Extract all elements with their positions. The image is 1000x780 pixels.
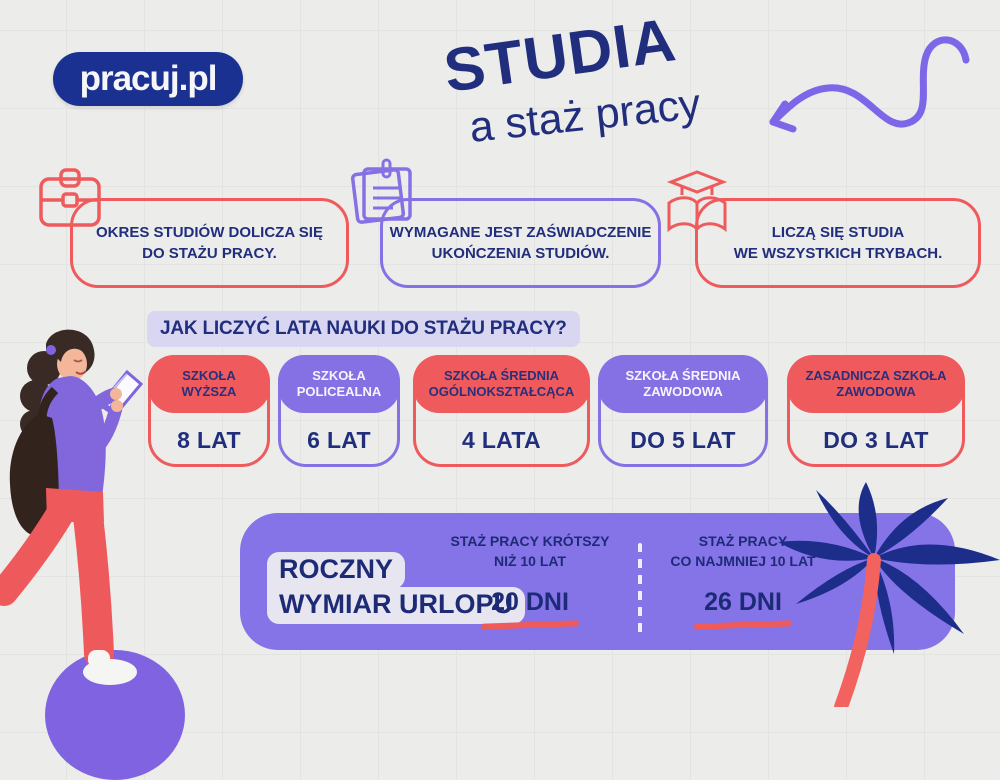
- pracuj-logo-text: pracuj.pl: [79, 59, 218, 98]
- card-zasadnicza-zawodowa: ZASADNICZA SZKOŁA ZAWODOWA DO 3 LAT: [787, 355, 965, 467]
- vacation-label-line: ROCZNY: [267, 552, 405, 589]
- red-underline: [480, 619, 580, 630]
- squiggle-arrow-icon: [769, 36, 970, 133]
- condition-line: STAŻ PRACY KRÓTSZY: [450, 533, 610, 549]
- section-heading: JAK LICZYĆ LATA NAUKI DO STAŻU PRACY?: [147, 311, 580, 347]
- card-duration: 6 LAT: [307, 426, 371, 453]
- vacation-label: ROCZNY WYMIAR URLOPU: [267, 552, 525, 624]
- fact-box-study-period: OKRES STUDIÓW DOLICZA SIĘ DO STAŻU PRACY…: [70, 198, 349, 288]
- card-name-line: POLICEALNA: [296, 384, 382, 399]
- card-szkola-policealna: SZKOŁA POLICEALNA 6 LAT: [278, 355, 400, 467]
- card-header: SZKOŁA WYŻSZA: [148, 355, 270, 413]
- fact-box-certificate: WYMAGANE JEST ZAŚWIADCZENIE UKOŃCZENIA S…: [380, 198, 661, 288]
- card-duration: DO 5 LAT: [630, 426, 736, 453]
- fact-text-line: WYMAGANE JEST ZAŚWIADCZENIE: [389, 224, 652, 241]
- vacation-label-line: WYMIAR URLOPU: [267, 586, 525, 624]
- student-reading-illustration: [0, 329, 144, 685]
- card-header: ZASADNICZA SZKOŁA ZAWODOWA: [787, 355, 965, 413]
- sticky-notes-icon: [350, 158, 412, 224]
- card-name-line: OGÓLNOKSZTAŁCĄCA: [428, 384, 575, 399]
- briefcase-icon: [39, 168, 101, 227]
- graduation-book-icon: [666, 170, 728, 233]
- days-value: 26 DNI: [704, 587, 782, 616]
- days-value: 20 DNI: [491, 587, 569, 616]
- card-name-line: SZKOŁA ŚREDNIA: [625, 367, 741, 383]
- card-srednia-zawodowa: SZKOŁA ŚREDNIA ZAWODOWA DO 5 LAT: [598, 355, 768, 467]
- dashed-divider: [638, 543, 642, 637]
- card-srednia-ogolnoksztalcaca: SZKOŁA ŚREDNIA OGÓLNOKSZTAŁCĄCA 4 LATA: [413, 355, 590, 467]
- card-szkola-wyzsza: SZKOŁA WYŻSZA 8 LAT: [148, 355, 270, 467]
- condition-line: NIŻ 10 LAT: [493, 553, 567, 570]
- card-duration: DO 3 LAT: [823, 426, 929, 453]
- fact-text-line: LICZĄ SIĘ STUDIA: [771, 224, 905, 241]
- card-header: SZKOŁA ŚREDNIA ZAWODOWA: [598, 355, 768, 413]
- fact-box-study-modes: LICZĄ SIĘ STUDIA WE WSZYSTKICH TRYBACH.: [695, 198, 981, 288]
- card-name-line: WYŻSZA: [181, 384, 237, 399]
- vacation-panel: ROCZNY WYMIAR URLOPU STAŻ PRACY KRÓTSZY …: [240, 513, 955, 650]
- card-name-line: ZAWODOWA: [836, 384, 916, 399]
- fact-text-line: OKRES STUDIÓW DOLICZA SIĘ: [96, 224, 323, 241]
- card-header: SZKOŁA ŚREDNIA OGÓLNOKSZTAŁCĄCA: [413, 355, 590, 413]
- card-name-line: SZKOŁA ŚREDNIA: [443, 367, 560, 383]
- fact-text-line: WE WSZYSTKICH TRYBACH.: [733, 245, 943, 262]
- card-name-line: ZAWODOWA: [643, 384, 723, 399]
- condition-line: CO NAJMNIEJ 10 LAT: [670, 553, 816, 570]
- palm-tree-illustration: [778, 482, 1000, 707]
- card-duration: 4 LATA: [462, 426, 541, 453]
- card-header: SZKOŁA POLICEALNA: [278, 355, 400, 413]
- vacation-column-short-tenure: STAŻ PRACY KRÓTSZY NIŻ 10 LAT 20 DNI: [415, 531, 645, 630]
- card-name-line: SZKOŁA: [312, 367, 366, 383]
- pracuj-logo: pracuj.pl: [53, 52, 243, 106]
- vacation-column-long-tenure: STAŻ PRACY CO NAJMNIEJ 10 LAT 26 DNI: [628, 531, 858, 630]
- fact-text-line: UKOŃCZENIA STUDIÓW.: [431, 245, 610, 262]
- condition-line: STAŻ PRACY: [698, 533, 788, 549]
- card-name-line: ZASADNICZA SZKOŁA: [805, 367, 947, 383]
- fact-text-line: DO STAŻU PRACY.: [142, 245, 277, 262]
- card-duration: 8 LAT: [177, 426, 241, 453]
- card-name-line: SZKOŁA: [182, 367, 236, 383]
